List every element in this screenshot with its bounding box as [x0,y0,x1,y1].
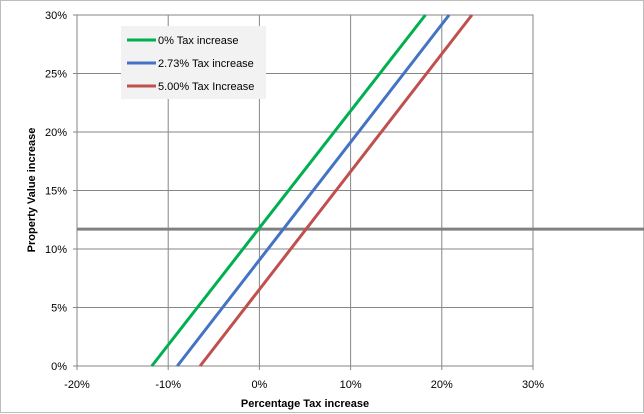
y-axis-title: Property Value increase [26,128,38,253]
y-tick-label: 25% [45,69,67,81]
y-tick-label: 5% [51,303,67,315]
series-line-2 [198,14,474,367]
legend-label-0: 0% Tax increase [158,35,239,47]
y-tick-label: 30% [45,10,67,22]
x-tick-label: 30% [522,379,544,391]
legend-label-2: 5.00% Tax Increase [158,81,254,93]
y-tick-label: 15% [45,186,67,198]
x-tick-label: -20% [64,379,90,391]
x-tick-label: 20% [431,379,453,391]
y-tick-label: 10% [45,244,67,256]
x-tick-label: 0% [251,379,267,391]
series-lines [150,14,474,367]
series-line-1 [176,14,451,367]
x-tick-label: -10% [155,379,181,391]
legend: 0% Tax increase 2.73% Tax increase 5.00%… [121,26,266,99]
tick-labels: -20% -10% 0% 10% 20% 30% 0% 5% 10% 15% 20% 25% 30% [45,10,544,391]
y-tick-label: 0% [51,361,67,373]
series-line-0 [150,14,427,367]
x-axis-title: Percentage Tax increase [241,398,369,410]
x-tick-label: 10% [340,379,362,391]
y-tick-label: 20% [45,127,67,139]
legend-label-1: 2.73% Tax increase [158,58,254,70]
